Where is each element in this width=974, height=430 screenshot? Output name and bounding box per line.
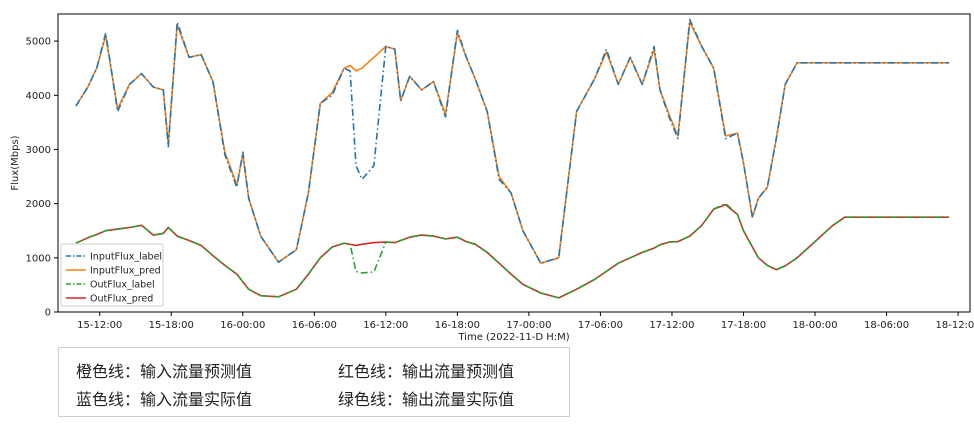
flux-line-chart: 0 1000 2000 3000 4000 5000 15-12:00 15-18:00 16…: [10, 13, 974, 343]
x-axis-label: Time (2022-11-D H:M): [457, 332, 569, 343]
legend-label: InputFlux_label: [90, 252, 162, 263]
x-tick-label: 16-12:00: [363, 320, 408, 331]
color-note-box: 橙色线：输入流量预测值 红色线：输出流量预测值 蓝色线：输入流量实际值 绿色线：…: [58, 347, 570, 417]
y-axis: 0 1000 2000 3000 4000 5000: [26, 37, 58, 319]
x-tick-label: 16-00:00: [220, 320, 265, 331]
note-red-line: 红色线：输出流量预测值: [338, 362, 515, 381]
y-tick-label: 1000: [26, 253, 51, 264]
x-tick-label: 17-06:00: [578, 320, 623, 331]
x-tick-label: 18-12:00: [936, 320, 974, 331]
legend-frame: [60, 243, 164, 307]
x-axis: 15-12:00 15-18:00 16-00:00 16-06:00 16-12:00…: [77, 312, 974, 331]
y-tick-label: 3000: [26, 145, 51, 156]
series-outflux-label: [75, 202, 950, 299]
plot-area: [57, 13, 971, 313]
y-tick-label: 5000: [26, 37, 51, 48]
legend-label: OutFlux_pred: [90, 294, 153, 305]
x-tick-label: 17-12:00: [649, 320, 694, 331]
x-tick-label: 18-00:00: [792, 320, 837, 331]
series-inputflux-label: [75, 18, 950, 265]
x-tick-label: 16-18:00: [435, 320, 480, 331]
series-inputflux-pred: [75, 21, 950, 265]
x-tick-label: 15-18:00: [149, 320, 194, 331]
x-tick-label: 16-06:00: [292, 320, 337, 331]
y-axis-label: Flux(Mbps): [10, 135, 21, 190]
y-tick-label: 4000: [26, 91, 51, 102]
note-green-line: 绿色线：输出流量实际值: [338, 390, 515, 409]
x-tick-label: 17-18:00: [721, 320, 766, 331]
x-tick-label: 17-00:00: [506, 320, 551, 331]
series-layer: [75, 18, 950, 299]
note-blue-line: 蓝色线：输入流量实际值: [76, 390, 253, 409]
x-tick-label: 18-06:00: [864, 320, 909, 331]
y-tick-label: 0: [45, 308, 51, 319]
x-tick-label: 15-12:00: [77, 320, 122, 331]
legend-label: OutFlux_label: [90, 280, 155, 291]
legend-label: InputFlux_pred: [90, 266, 161, 277]
legend: InputFlux_label InputFlux_pred OutFlux_lab…: [60, 243, 164, 307]
note-orange-line: 橙色线：输入流量预测值: [76, 362, 253, 381]
y-tick-label: 2000: [26, 199, 51, 210]
